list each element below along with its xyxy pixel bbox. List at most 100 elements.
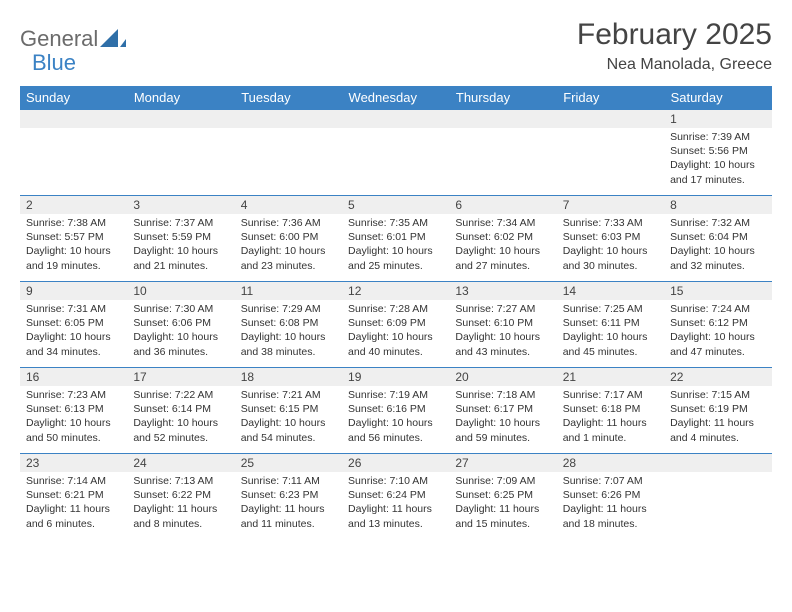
day-content: Sunrise: 7:22 AMSunset: 6:14 PMDaylight:…	[127, 386, 234, 449]
sunrise-text: Sunrise: 7:36 AM	[241, 216, 336, 230]
calendar-day-cell: 4Sunrise: 7:36 AMSunset: 6:00 PMDaylight…	[235, 196, 342, 282]
day-number: 7	[557, 196, 664, 214]
sunset-text: Sunset: 6:03 PM	[563, 230, 658, 244]
daylight-text-2: and 15 minutes.	[455, 517, 550, 531]
calendar-day-cell: 13Sunrise: 7:27 AMSunset: 6:10 PMDayligh…	[449, 282, 556, 368]
daylight-text-1: Daylight: 10 hours	[26, 416, 121, 430]
calendar-day-cell: 27Sunrise: 7:09 AMSunset: 6:25 PMDayligh…	[449, 454, 556, 540]
sunset-text: Sunset: 6:16 PM	[348, 402, 443, 416]
daylight-text-2: and 34 minutes.	[26, 345, 121, 359]
logo-word1: General	[20, 26, 98, 52]
day-content: Sunrise: 7:24 AMSunset: 6:12 PMDaylight:…	[664, 300, 771, 363]
day-content: Sunrise: 7:27 AMSunset: 6:10 PMDaylight:…	[449, 300, 556, 363]
day-number: 18	[235, 368, 342, 386]
sunrise-text: Sunrise: 7:37 AM	[133, 216, 228, 230]
day-number: 23	[20, 454, 127, 472]
sunset-text: Sunset: 5:56 PM	[670, 144, 765, 158]
sunrise-text: Sunrise: 7:31 AM	[26, 302, 121, 316]
sunrise-text: Sunrise: 7:39 AM	[670, 130, 765, 144]
day-number: 28	[557, 454, 664, 472]
daylight-text-2: and 13 minutes.	[348, 517, 443, 531]
sunset-text: Sunset: 6:10 PM	[455, 316, 550, 330]
calendar-week-row: 1Sunrise: 7:39 AMSunset: 5:56 PMDaylight…	[20, 110, 772, 196]
calendar-day-cell: 21Sunrise: 7:17 AMSunset: 6:18 PMDayligh…	[557, 368, 664, 454]
sunset-text: Sunset: 6:14 PM	[133, 402, 228, 416]
day-number: 19	[342, 368, 449, 386]
day-number: 2	[20, 196, 127, 214]
sunset-text: Sunset: 6:25 PM	[455, 488, 550, 502]
sunrise-text: Sunrise: 7:21 AM	[241, 388, 336, 402]
calendar-day-cell: 5Sunrise: 7:35 AMSunset: 6:01 PMDaylight…	[342, 196, 449, 282]
daylight-text-2: and 17 minutes.	[670, 173, 765, 187]
weekday-header: Thursday	[449, 86, 556, 110]
day-number: 13	[449, 282, 556, 300]
day-number: 26	[342, 454, 449, 472]
daylight-text-1: Daylight: 10 hours	[455, 330, 550, 344]
sunrise-text: Sunrise: 7:11 AM	[241, 474, 336, 488]
sunrise-text: Sunrise: 7:23 AM	[26, 388, 121, 402]
day-content: Sunrise: 7:30 AMSunset: 6:06 PMDaylight:…	[127, 300, 234, 363]
sunset-text: Sunset: 6:22 PM	[133, 488, 228, 502]
daylight-text-1: Daylight: 10 hours	[241, 244, 336, 258]
day-number: 5	[342, 196, 449, 214]
day-number: 8	[664, 196, 771, 214]
daylight-text-2: and 27 minutes.	[455, 259, 550, 273]
daylight-text-2: and 43 minutes.	[455, 345, 550, 359]
sunrise-text: Sunrise: 7:13 AM	[133, 474, 228, 488]
sunset-text: Sunset: 6:15 PM	[241, 402, 336, 416]
day-number: 11	[235, 282, 342, 300]
daylight-text-1: Daylight: 10 hours	[133, 244, 228, 258]
daynum-empty	[235, 110, 342, 128]
day-number: 4	[235, 196, 342, 214]
daylight-text-1: Daylight: 10 hours	[241, 416, 336, 430]
day-content: Sunrise: 7:36 AMSunset: 6:00 PMDaylight:…	[235, 214, 342, 277]
calendar-day-cell: 22Sunrise: 7:15 AMSunset: 6:19 PMDayligh…	[664, 368, 771, 454]
calendar-day-cell: 8Sunrise: 7:32 AMSunset: 6:04 PMDaylight…	[664, 196, 771, 282]
day-content: Sunrise: 7:10 AMSunset: 6:24 PMDaylight:…	[342, 472, 449, 535]
calendar-day-cell: 19Sunrise: 7:19 AMSunset: 6:16 PMDayligh…	[342, 368, 449, 454]
daylight-text-2: and 30 minutes.	[563, 259, 658, 273]
daylight-text-1: Daylight: 10 hours	[455, 244, 550, 258]
calendar-day-cell: 11Sunrise: 7:29 AMSunset: 6:08 PMDayligh…	[235, 282, 342, 368]
calendar-day-cell: 7Sunrise: 7:33 AMSunset: 6:03 PMDaylight…	[557, 196, 664, 282]
calendar-empty-cell	[664, 454, 771, 540]
daylight-text-1: Daylight: 10 hours	[348, 416, 443, 430]
sunset-text: Sunset: 6:21 PM	[26, 488, 121, 502]
day-number: 3	[127, 196, 234, 214]
location-subtitle: Nea Manolada, Greece	[577, 56, 772, 74]
daylight-text-2: and 21 minutes.	[133, 259, 228, 273]
daylight-text-1: Daylight: 11 hours	[455, 502, 550, 516]
sunrise-text: Sunrise: 7:38 AM	[26, 216, 121, 230]
calendar-day-cell: 1Sunrise: 7:39 AMSunset: 5:56 PMDaylight…	[664, 110, 771, 196]
day-content: Sunrise: 7:31 AMSunset: 6:05 PMDaylight:…	[20, 300, 127, 363]
daynum-empty	[127, 110, 234, 128]
daylight-text-1: Daylight: 10 hours	[26, 330, 121, 344]
day-number: 24	[127, 454, 234, 472]
sunrise-text: Sunrise: 7:07 AM	[563, 474, 658, 488]
day-content: Sunrise: 7:28 AMSunset: 6:09 PMDaylight:…	[342, 300, 449, 363]
weekday-header: Friday	[557, 86, 664, 110]
calendar-day-cell: 17Sunrise: 7:22 AMSunset: 6:14 PMDayligh…	[127, 368, 234, 454]
day-number: 15	[664, 282, 771, 300]
calendar-day-cell: 24Sunrise: 7:13 AMSunset: 6:22 PMDayligh…	[127, 454, 234, 540]
day-content: Sunrise: 7:37 AMSunset: 5:59 PMDaylight:…	[127, 214, 234, 277]
day-content: Sunrise: 7:17 AMSunset: 6:18 PMDaylight:…	[557, 386, 664, 449]
calendar-empty-cell	[342, 110, 449, 196]
day-number: 27	[449, 454, 556, 472]
day-number: 17	[127, 368, 234, 386]
day-content: Sunrise: 7:38 AMSunset: 5:57 PMDaylight:…	[20, 214, 127, 277]
day-number: 9	[20, 282, 127, 300]
sunset-text: Sunset: 6:26 PM	[563, 488, 658, 502]
day-number: 22	[664, 368, 771, 386]
day-content: Sunrise: 7:35 AMSunset: 6:01 PMDaylight:…	[342, 214, 449, 277]
day-content: Sunrise: 7:32 AMSunset: 6:04 PMDaylight:…	[664, 214, 771, 277]
daylight-text-1: Daylight: 11 hours	[241, 502, 336, 516]
daylight-text-1: Daylight: 11 hours	[26, 502, 121, 516]
sunset-text: Sunset: 6:19 PM	[670, 402, 765, 416]
calendar-day-cell: 18 Sunrise: 7:21 AMSunset: 6:15 PMDayligh…	[235, 368, 342, 454]
daylight-text-2: and 25 minutes.	[348, 259, 443, 273]
day-number: 20	[449, 368, 556, 386]
daylight-text-2: and 8 minutes.	[133, 517, 228, 531]
logo-word2: Blue	[32, 50, 76, 76]
sunrise-text: Sunrise: 7:35 AM	[348, 216, 443, 230]
